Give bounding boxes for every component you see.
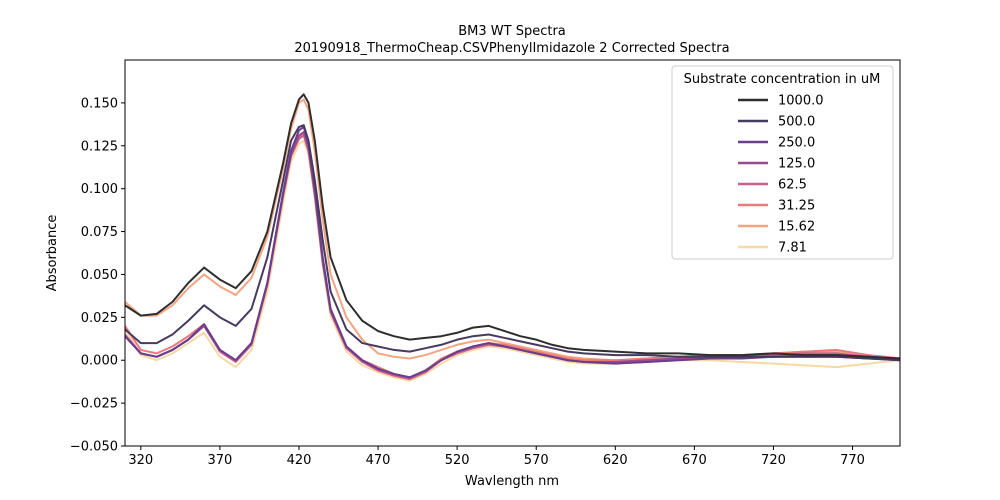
x-tick-label: 620 [603, 453, 628, 468]
legend-label: 62.5 [778, 178, 807, 193]
y-axis-label: Absorbance [45, 215, 60, 292]
legend-title: Substrate concentration in uM [684, 72, 881, 87]
y-tick-label: 0.100 [81, 182, 118, 197]
series-line-250.0 [125, 125, 900, 379]
series-line-1000.0 [125, 93, 900, 360]
x-axis: 320 370 420 470 520 570 620 670 720 770 [128, 446, 865, 468]
legend-label: 31.25 [778, 199, 815, 214]
plot-area: 320 370 420 470 520 570 620 670 720 770 −0.050−0.… [70, 59, 901, 468]
x-tick-label: 470 [366, 453, 391, 468]
chart-title: BM3 WT Spectra [458, 24, 566, 39]
y-tick-label: 0.150 [81, 96, 118, 111]
legend-label: 125.0 [778, 157, 815, 172]
legend-items: 1000.0 500.0 250.0 125.0 62.5 31.25 15.62 7.81 [738, 94, 824, 256]
x-tick-label: 370 [207, 453, 232, 468]
x-tick-label: 570 [524, 453, 549, 468]
y-axis: −0.050 −0.025 0.000 0.025 0.050 0.075 0.100 0.1… [70, 96, 125, 455]
y-tick-label: 0.000 [81, 354, 118, 369]
chart-subtitle: 20190918_ThermoCheap.CSVPhenylImidazole … [294, 41, 729, 56]
axes-frame [124, 59, 901, 447]
x-tick-label: 420 [287, 453, 312, 468]
legend-label: 250.0 [778, 136, 815, 151]
x-tick-label: 770 [840, 453, 865, 468]
y-tick-label: −0.050 [70, 440, 118, 455]
y-tick-label: 0.075 [81, 225, 118, 240]
x-tick-label: 720 [761, 453, 786, 468]
legend-label: 1000.0 [778, 94, 824, 109]
series-line-500.0 [125, 124, 900, 362]
legend: Substrate concentration in uM 1000.0 500.… [671, 65, 894, 260]
x-tick-label: 320 [128, 453, 153, 468]
legend-label: 15.62 [778, 220, 815, 235]
y-tick-label: 0.125 [81, 139, 118, 154]
y-tick-label: 0.050 [81, 268, 118, 283]
legend-label: 7.81 [778, 241, 807, 256]
series-lines [125, 93, 900, 382]
legend-label: 500.0 [778, 115, 815, 130]
y-tick-label: −0.025 [70, 397, 118, 412]
x-axis-label: Wavlength nm [465, 474, 559, 489]
x-tick-label: 520 [445, 453, 470, 468]
y-tick-label: 0.025 [81, 311, 118, 326]
legend-box [671, 65, 894, 260]
x-tick-label: 670 [682, 453, 707, 468]
